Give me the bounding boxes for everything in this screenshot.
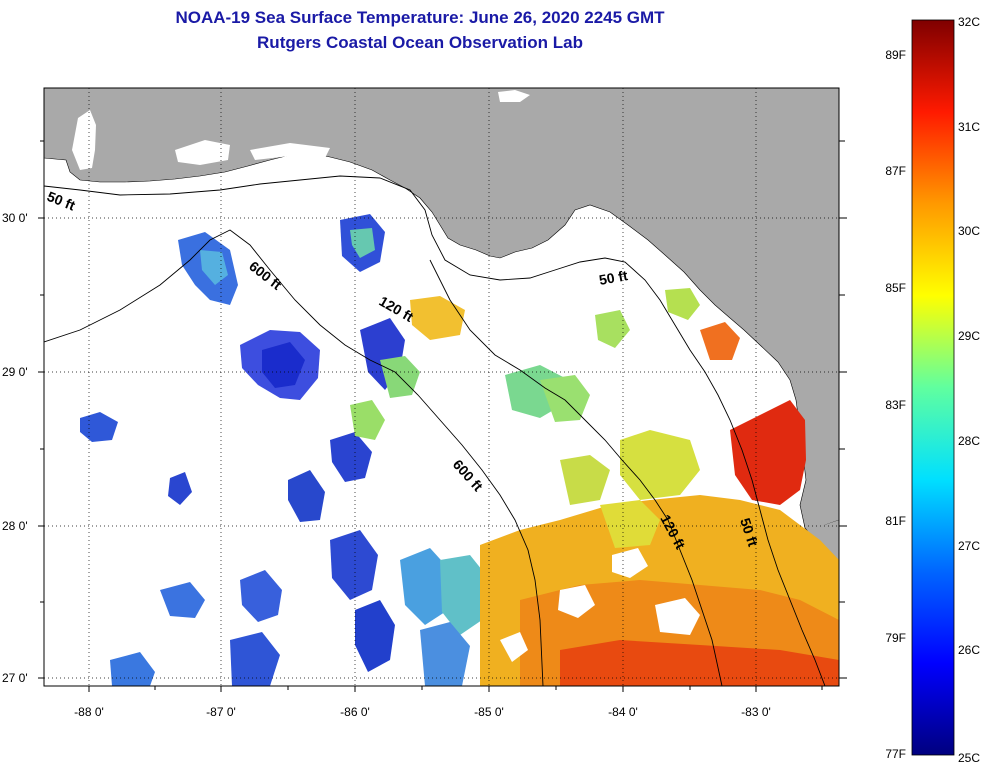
celsius-label: 30C — [958, 224, 980, 238]
y-axis-labels: 30 0' 29 0' 28 0' 27 0' — [2, 211, 28, 685]
map-frame — [43, 87, 840, 687]
fahrenheit-label: 81F — [885, 514, 906, 528]
y-tick-label: 29 0' — [2, 365, 28, 379]
fahrenheit-label: 77F — [885, 747, 906, 761]
x-tick-label: -87 0' — [206, 705, 236, 719]
map-subtitle: Rutgers Coastal Ocean Observation Lab — [257, 33, 583, 52]
y-tick-label: 28 0' — [2, 519, 28, 533]
contour-600ft — [44, 229, 544, 686]
contour-50ft-west — [44, 175, 826, 686]
fahrenheit-label: 83F — [885, 398, 906, 412]
x-tick-label: -83 0' — [741, 705, 771, 719]
colorbar-fahrenheit-labels: 89F 87F 85F 83F 81F 79F 77F — [885, 48, 906, 761]
lake-cloud — [498, 90, 530, 102]
celsius-label: 29C — [958, 329, 980, 343]
bay-choctaw — [250, 143, 330, 160]
colorbar-celsius-labels: 32C 31C 30C 29C 28C 27C 26C 25C — [958, 15, 980, 765]
celsius-label: 25C — [958, 751, 980, 765]
fahrenheit-label: 89F — [885, 48, 906, 62]
celsius-label: 31C — [958, 120, 980, 134]
bathymetry-contours — [44, 175, 826, 686]
bay-mobile — [72, 110, 96, 170]
y-tick-label: 27 0' — [2, 671, 28, 685]
x-axis-labels: -88 0' -87 0' -86 0' -85 0' -84 0' -83 0… — [74, 705, 771, 719]
x-tick-label: -85 0' — [474, 705, 504, 719]
map-grid — [44, 88, 839, 686]
fahrenheit-label: 87F — [885, 164, 906, 178]
celsius-label: 28C — [958, 434, 980, 448]
sst-field — [80, 214, 839, 686]
x-tick-label: -84 0' — [608, 705, 638, 719]
map-title: NOAA-19 Sea Surface Temperature: June 26… — [175, 8, 665, 27]
map-ticks — [38, 140, 847, 692]
bay-pensacola — [175, 140, 230, 165]
y-tick-label: 30 0' — [2, 211, 28, 225]
celsius-label: 26C — [958, 643, 980, 657]
fahrenheit-label: 79F — [885, 631, 906, 645]
x-tick-label: -86 0' — [340, 705, 370, 719]
fahrenheit-label: 85F — [885, 281, 906, 295]
celsius-label: 32C — [958, 15, 980, 29]
contour-120ft — [429, 259, 723, 686]
x-tick-label: -88 0' — [74, 705, 104, 719]
colorbar — [911, 19, 955, 756]
contour-label: 50 ft — [598, 267, 629, 288]
celsius-label: 27C — [958, 539, 980, 553]
